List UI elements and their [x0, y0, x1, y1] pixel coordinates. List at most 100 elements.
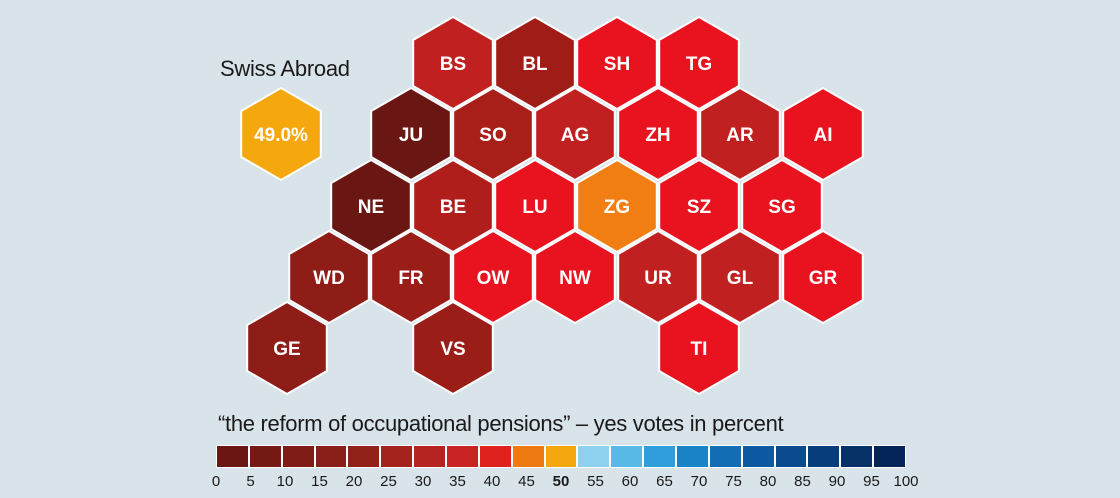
canton-so-hexagon	[452, 86, 534, 182]
legend-tick-label: 85	[794, 473, 811, 490]
canton-ow-hexagon	[452, 229, 534, 325]
legend-swatch	[774, 445, 808, 468]
legend-tick-label: 90	[828, 473, 846, 490]
canton-sz-label: SZ	[687, 197, 712, 218]
legend-swatch	[577, 445, 611, 468]
legend-tick-label: 10	[276, 473, 294, 490]
canton-vs-hexagon	[412, 300, 494, 396]
canton-ag-hexagon	[534, 86, 616, 182]
canton-ti-hexagon	[658, 300, 740, 396]
legend-swatch	[544, 445, 578, 468]
legend-tick-label: 60	[621, 473, 639, 490]
canton-ur-label: UR	[644, 268, 672, 289]
canton-gr-label: GR	[809, 268, 838, 289]
canton-ai-hexagon	[782, 86, 864, 182]
legend-swatch	[446, 445, 479, 468]
canton-sg-label: SG	[768, 197, 795, 218]
legend-tick-label: 55	[587, 473, 604, 490]
canton-ar: AR	[699, 86, 781, 182]
canton-bl: BL	[494, 15, 576, 111]
canton-ai-label: AI	[814, 125, 833, 146]
canton-vs-label: VS	[440, 339, 465, 360]
canton-fr: FR	[370, 229, 452, 325]
legend-tick-label: 35	[449, 473, 466, 490]
canton-sh: SH	[576, 15, 658, 111]
canton-bs-hexagon	[412, 15, 494, 111]
legend-tick-labels: 0 5 10 15 20 25 30 35 40 45 50 55 60 65 70 75 80 85 90 95 10…	[0, 473, 1120, 493]
canton-gl-hexagon	[699, 229, 781, 325]
canton-ur-hexagon	[617, 229, 699, 325]
canton-fr-label: FR	[398, 268, 424, 289]
legend-swatch	[741, 445, 775, 468]
canton-ju-hexagon	[370, 86, 452, 182]
canton-ag-label: AG	[561, 125, 590, 146]
canton-zg: ZG	[576, 158, 658, 254]
legend-tick-label: 0	[211, 473, 221, 490]
canton-vs: VS	[412, 300, 494, 396]
canton-bs-label: BS	[440, 54, 466, 75]
legend-color-scale	[216, 445, 907, 468]
canton-so: SO	[452, 86, 534, 182]
canton-zh-label: ZH	[645, 125, 670, 146]
canton-ar-hexagon	[699, 86, 781, 182]
legend-swatch	[708, 445, 742, 468]
legend-swatch	[248, 445, 282, 468]
canton-tg-label: TG	[686, 54, 712, 75]
canton-ag: AG	[534, 86, 616, 182]
canton-ge-hexagon	[246, 300, 328, 396]
legend-swatch	[380, 445, 414, 468]
canton-zh-hexagon	[617, 86, 699, 182]
swiss-abroad-hexagon	[240, 86, 322, 182]
legend-swatch	[610, 445, 644, 468]
canton-ju: JU	[370, 86, 452, 182]
canton-ne-hexagon	[330, 158, 412, 254]
canton-ne: NE	[330, 158, 412, 254]
canton-tg: TG	[658, 15, 740, 111]
canton-ti: TI	[658, 300, 740, 396]
canton-ge: GE	[246, 300, 328, 396]
canton-gl-label: GL	[727, 268, 754, 289]
canton-ow: OW	[452, 229, 534, 325]
canton-sg-hexagon	[741, 158, 823, 254]
canton-bl-hexagon	[494, 15, 576, 111]
canton-sz: SZ	[658, 158, 740, 254]
legend-swatch	[643, 445, 677, 468]
canton-be-hexagon	[412, 158, 494, 254]
swiss-abroad-title: Swiss Abroad	[220, 56, 350, 81]
canton-wd-hexagon	[288, 229, 370, 325]
legend-swatch	[478, 445, 512, 468]
legend-tick-label: 5	[246, 473, 255, 490]
canton-ti-label: TI	[691, 339, 708, 360]
legend-tick-label: 75	[725, 473, 742, 490]
canton-sz-hexagon	[658, 158, 740, 254]
canton-sh-label: SH	[604, 54, 630, 75]
legend-swatch	[873, 445, 907, 468]
legend-swatch	[216, 445, 249, 468]
canton-ar-label: AR	[726, 125, 754, 146]
swiss-abroad-label: 49.0%	[254, 125, 308, 146]
canton-nw: NW	[534, 229, 616, 325]
legend-swatch	[840, 445, 874, 468]
legend-tick-label: 25	[380, 473, 397, 490]
canton-so-label: SO	[479, 125, 506, 146]
canton-gr-hexagon	[782, 229, 864, 325]
swiss-abroad: 49.0%	[240, 86, 322, 182]
canton-be: BE	[412, 158, 494, 254]
canton-zg-hexagon	[576, 158, 658, 254]
canton-ai: AI	[782, 86, 864, 182]
legend-title: “the reform of occupational pensions” – …	[218, 411, 784, 436]
canton-zg-label: ZG	[604, 197, 630, 218]
canton-nw-label: NW	[559, 268, 591, 289]
legend-tick-label: 50	[552, 473, 570, 490]
legend-tick-label: 65	[656, 473, 673, 490]
legend-swatch	[347, 445, 381, 468]
canton-lu-hexagon	[494, 158, 576, 254]
canton-be-label: BE	[440, 197, 466, 218]
legend-tick-label: 40	[483, 473, 501, 490]
legend-tick-label: 70	[690, 473, 708, 490]
canton-gr: GR	[782, 229, 864, 325]
legend-swatch	[314, 445, 348, 468]
canton-ow-label: OW	[477, 268, 510, 289]
canton-sh-hexagon	[576, 15, 658, 111]
